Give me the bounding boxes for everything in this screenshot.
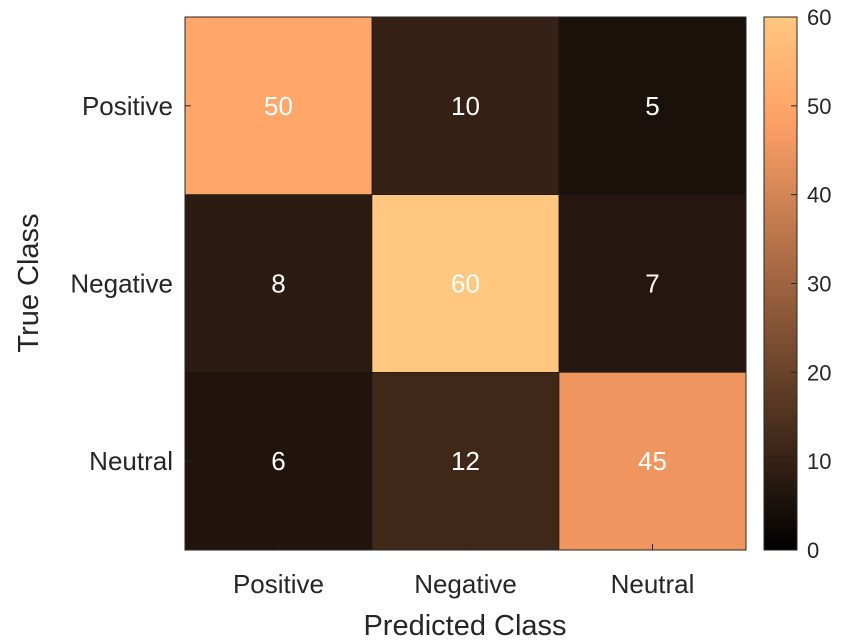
cell-value-label: 5	[645, 91, 659, 121]
cell-value-label: 8	[271, 269, 285, 299]
heatmap-cell	[371, 16, 560, 195]
colorbar-tick-label: 0	[807, 538, 819, 563]
heatmap-cell	[371, 372, 560, 551]
colorbar: 0 10 20 30 40 50 60	[763, 5, 831, 563]
colorbar-tick-label: 40	[807, 183, 831, 208]
heatmap-cell	[184, 372, 373, 551]
cell-value-label: 45	[638, 446, 667, 476]
cell-value-label: 12	[451, 446, 480, 476]
y-tick-labels: Positive Negative Neutral	[70, 91, 191, 476]
colorbar-tick-label: 50	[807, 94, 831, 119]
y-tick-label: Negative	[70, 269, 173, 299]
colorbar-ticks: 0 10 20 30 40 50 60	[791, 5, 831, 563]
colorbar-tick-label: 20	[807, 360, 831, 385]
heatmap-cell-labels: 50 10 5 8 60 7 6 12 45	[264, 91, 667, 476]
y-tick-label: Positive	[82, 91, 173, 121]
colorbar-tick-label: 60	[807, 5, 831, 30]
heatmap-cell	[184, 16, 373, 195]
colorbar-tick-label: 10	[807, 449, 831, 474]
cell-value-label: 50	[264, 91, 293, 121]
heatmap-cell	[184, 194, 373, 373]
heatmap-cell	[371, 194, 560, 373]
cell-value-label: 6	[271, 446, 285, 476]
heatmap-cell	[558, 194, 747, 373]
x-tick-label: Positive	[233, 569, 324, 599]
x-tick-label: Neutral	[611, 569, 695, 599]
y-axis-label: True Class	[13, 213, 45, 352]
x-axis-label: Predicted Class	[363, 610, 566, 642]
cell-value-label: 10	[451, 91, 480, 121]
heatmap-cells	[184, 16, 747, 551]
x-tick-label: Negative	[414, 569, 517, 599]
colorbar-tick-label: 30	[807, 272, 831, 297]
y-tick-label: Neutral	[89, 446, 173, 476]
x-tick-labels: Positive Negative Neutral	[233, 544, 694, 599]
cell-value-label: 60	[451, 269, 480, 299]
cell-value-label: 7	[645, 269, 659, 299]
